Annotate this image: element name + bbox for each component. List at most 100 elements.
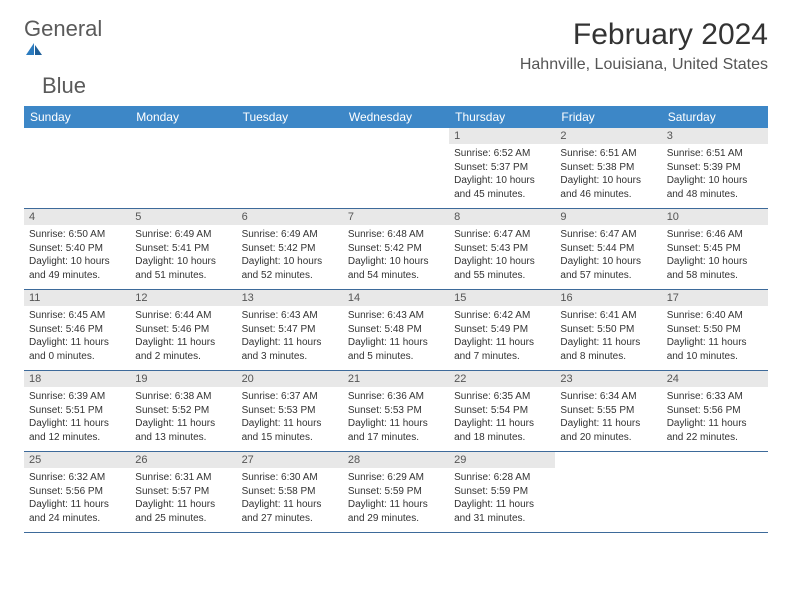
day-number: 20 (237, 371, 343, 387)
day-cell: 21Sunrise: 6:36 AMSunset: 5:53 PMDayligh… (343, 371, 449, 451)
day-number: 21 (343, 371, 449, 387)
day-details: Sunrise: 6:36 AMSunset: 5:53 PMDaylight:… (343, 387, 449, 450)
day-number: 16 (555, 290, 661, 306)
daylight-line1: Daylight: 10 hours (242, 255, 338, 269)
week-row: 11Sunrise: 6:45 AMSunset: 5:46 PMDayligh… (24, 290, 768, 371)
sunrise-text: Sunrise: 6:39 AM (29, 390, 125, 404)
day-cell: 18Sunrise: 6:39 AMSunset: 5:51 PMDayligh… (24, 371, 130, 451)
daylight-line2: and 27 minutes. (242, 512, 338, 526)
day-cell: 17Sunrise: 6:40 AMSunset: 5:50 PMDayligh… (662, 290, 768, 370)
sunrise-text: Sunrise: 6:37 AM (242, 390, 338, 404)
sunrise-text: Sunrise: 6:51 AM (667, 147, 763, 161)
day-cell (555, 452, 661, 532)
sunrise-text: Sunrise: 6:52 AM (454, 147, 550, 161)
day-cell: 13Sunrise: 6:43 AMSunset: 5:47 PMDayligh… (237, 290, 343, 370)
day-number: 15 (449, 290, 555, 306)
day-details: Sunrise: 6:47 AMSunset: 5:44 PMDaylight:… (555, 225, 661, 288)
sunrise-text: Sunrise: 6:40 AM (667, 309, 763, 323)
sunrise-text: Sunrise: 6:50 AM (29, 228, 125, 242)
weekday-header-cell: Friday (555, 106, 661, 128)
day-cell: 6Sunrise: 6:49 AMSunset: 5:42 PMDaylight… (237, 209, 343, 289)
day-number: 25 (24, 452, 130, 468)
daylight-line1: Daylight: 10 hours (667, 255, 763, 269)
sunset-text: Sunset: 5:42 PM (348, 242, 444, 256)
day-details: Sunrise: 6:35 AMSunset: 5:54 PMDaylight:… (449, 387, 555, 450)
day-cell: 12Sunrise: 6:44 AMSunset: 5:46 PMDayligh… (130, 290, 236, 370)
sunrise-text: Sunrise: 6:30 AM (242, 471, 338, 485)
day-number: 7 (343, 209, 449, 225)
daylight-line2: and 45 minutes. (454, 188, 550, 202)
day-details: Sunrise: 6:29 AMSunset: 5:59 PMDaylight:… (343, 468, 449, 531)
day-cell: 27Sunrise: 6:30 AMSunset: 5:58 PMDayligh… (237, 452, 343, 532)
day-details: Sunrise: 6:52 AMSunset: 5:37 PMDaylight:… (449, 144, 555, 207)
day-cell (237, 128, 343, 208)
daylight-line2: and 48 minutes. (667, 188, 763, 202)
day-number: 14 (343, 290, 449, 306)
sunset-text: Sunset: 5:46 PM (135, 323, 231, 337)
sunset-text: Sunset: 5:59 PM (454, 485, 550, 499)
day-details: Sunrise: 6:45 AMSunset: 5:46 PMDaylight:… (24, 306, 130, 369)
sunrise-text: Sunrise: 6:42 AM (454, 309, 550, 323)
daylight-line1: Daylight: 11 hours (242, 417, 338, 431)
day-number: 13 (237, 290, 343, 306)
day-cell: 15Sunrise: 6:42 AMSunset: 5:49 PMDayligh… (449, 290, 555, 370)
sunrise-text: Sunrise: 6:36 AM (348, 390, 444, 404)
daylight-line1: Daylight: 11 hours (242, 336, 338, 350)
day-details: Sunrise: 6:39 AMSunset: 5:51 PMDaylight:… (24, 387, 130, 450)
header: General Blue February 2024 Hahnville, Lo… (24, 18, 768, 98)
daylight-line2: and 3 minutes. (242, 350, 338, 364)
day-cell: 25Sunrise: 6:32 AMSunset: 5:56 PMDayligh… (24, 452, 130, 532)
sunset-text: Sunset: 5:51 PM (29, 404, 125, 418)
day-details: Sunrise: 6:41 AMSunset: 5:50 PMDaylight:… (555, 306, 661, 369)
day-details: Sunrise: 6:48 AMSunset: 5:42 PMDaylight:… (343, 225, 449, 288)
day-cell: 16Sunrise: 6:41 AMSunset: 5:50 PMDayligh… (555, 290, 661, 370)
daylight-line1: Daylight: 10 hours (560, 174, 656, 188)
daylight-line1: Daylight: 11 hours (560, 336, 656, 350)
daylight-line1: Daylight: 11 hours (454, 498, 550, 512)
day-details: Sunrise: 6:40 AMSunset: 5:50 PMDaylight:… (662, 306, 768, 369)
daylight-line1: Daylight: 11 hours (242, 498, 338, 512)
sunset-text: Sunset: 5:58 PM (242, 485, 338, 499)
brand-word-2: Blue (42, 73, 86, 98)
day-cell: 20Sunrise: 6:37 AMSunset: 5:53 PMDayligh… (237, 371, 343, 451)
day-details: Sunrise: 6:46 AMSunset: 5:45 PMDaylight:… (662, 225, 768, 288)
daylight-line1: Daylight: 10 hours (348, 255, 444, 269)
sunset-text: Sunset: 5:40 PM (29, 242, 125, 256)
sunrise-text: Sunrise: 6:49 AM (242, 228, 338, 242)
day-details: Sunrise: 6:47 AMSunset: 5:43 PMDaylight:… (449, 225, 555, 288)
day-cell: 29Sunrise: 6:28 AMSunset: 5:59 PMDayligh… (449, 452, 555, 532)
day-cell (24, 128, 130, 208)
day-details: Sunrise: 6:49 AMSunset: 5:41 PMDaylight:… (130, 225, 236, 288)
sunset-text: Sunset: 5:43 PM (454, 242, 550, 256)
sunrise-text: Sunrise: 6:38 AM (135, 390, 231, 404)
day-cell (343, 128, 449, 208)
brand-logo: General Blue (24, 18, 102, 98)
daylight-line2: and 12 minutes. (29, 431, 125, 445)
sunrise-text: Sunrise: 6:41 AM (560, 309, 656, 323)
sunrise-text: Sunrise: 6:44 AM (135, 309, 231, 323)
sunset-text: Sunset: 5:52 PM (135, 404, 231, 418)
month-title: February 2024 (520, 18, 768, 52)
sunrise-text: Sunrise: 6:48 AM (348, 228, 444, 242)
location-subtitle: Hahnville, Louisiana, United States (520, 56, 768, 74)
daylight-line2: and 10 minutes. (667, 350, 763, 364)
week-row: 1Sunrise: 6:52 AMSunset: 5:37 PMDaylight… (24, 128, 768, 209)
sunrise-text: Sunrise: 6:34 AM (560, 390, 656, 404)
daylight-line2: and 0 minutes. (29, 350, 125, 364)
day-number: 23 (555, 371, 661, 387)
day-number: 19 (130, 371, 236, 387)
week-row: 18Sunrise: 6:39 AMSunset: 5:51 PMDayligh… (24, 371, 768, 452)
day-number: 10 (662, 209, 768, 225)
day-details: Sunrise: 6:37 AMSunset: 5:53 PMDaylight:… (237, 387, 343, 450)
daylight-line1: Daylight: 11 hours (348, 336, 444, 350)
sunrise-text: Sunrise: 6:35 AM (454, 390, 550, 404)
day-number: 28 (343, 452, 449, 468)
day-number: 3 (662, 128, 768, 144)
sunrise-text: Sunrise: 6:43 AM (348, 309, 444, 323)
sunset-text: Sunset: 5:50 PM (667, 323, 763, 337)
day-details: Sunrise: 6:43 AMSunset: 5:48 PMDaylight:… (343, 306, 449, 369)
daylight-line2: and 24 minutes. (29, 512, 125, 526)
day-cell: 5Sunrise: 6:49 AMSunset: 5:41 PMDaylight… (130, 209, 236, 289)
day-cell: 19Sunrise: 6:38 AMSunset: 5:52 PMDayligh… (130, 371, 236, 451)
daylight-line1: Daylight: 10 hours (454, 174, 550, 188)
